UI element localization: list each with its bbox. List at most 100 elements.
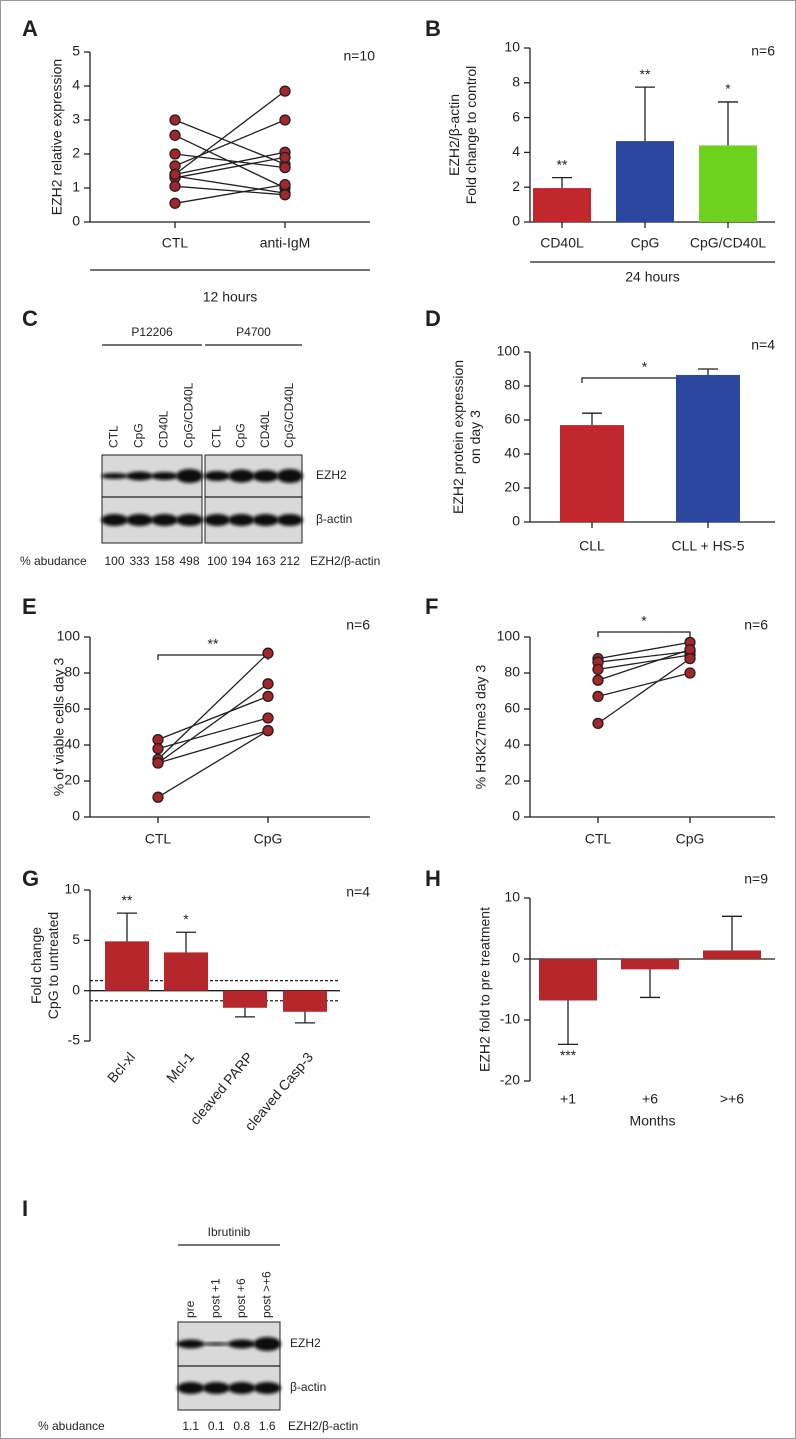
y-tick-label: 40 — [504, 736, 520, 752]
group-label: 24 hours — [625, 269, 679, 285]
lane-label: CpG/CD40L — [182, 382, 196, 448]
pair-line — [174, 153, 286, 169]
ezh2-band — [228, 469, 255, 483]
ezh2-band — [204, 471, 231, 481]
lane-label: CpG/CD40L — [282, 382, 296, 448]
pair-line — [157, 729, 269, 764]
panel-label: C — [22, 306, 38, 331]
y-tick-label: 2 — [72, 145, 80, 161]
x-tick-label: CTL — [162, 235, 189, 251]
y-tick-label: -5 — [68, 1032, 81, 1048]
band-label: β-actin — [316, 512, 352, 526]
lane-label: CTL — [107, 425, 121, 448]
actin-band — [276, 514, 303, 526]
x-tick-label: CpG — [254, 831, 283, 847]
ezh2-band — [276, 469, 303, 483]
y-tick-label: 40 — [504, 445, 520, 461]
y-axis-label: EZH2 fold to pre treatment — [477, 907, 493, 1072]
significance: * — [725, 81, 731, 97]
sample-size: n=6 — [744, 617, 768, 633]
pair-line — [174, 90, 286, 175]
y-tick-label: 0 — [512, 213, 520, 229]
pair-line — [157, 695, 269, 741]
y-tick-label: -20 — [500, 1072, 520, 1088]
point — [684, 667, 696, 679]
y-tick-label: 20 — [504, 479, 520, 495]
panel-label: F — [425, 594, 438, 619]
abundance-value: 100 — [207, 554, 227, 568]
x-tick-label: CD40L — [540, 235, 584, 251]
y-tick-label: -10 — [500, 1011, 520, 1027]
bar — [560, 425, 624, 522]
y-tick-label: 40 — [64, 736, 80, 752]
bracket-label: * — [642, 359, 648, 375]
band-label: β-actin — [290, 1380, 326, 1394]
abundance-value: 498 — [179, 554, 199, 568]
significance: ** — [640, 66, 651, 82]
bracket-label: ** — [208, 636, 219, 652]
pair-line — [174, 185, 286, 196]
pair-line — [157, 652, 269, 760]
abundance-value: 1.1 — [182, 1419, 199, 1433]
abundance-value: 0.8 — [233, 1419, 250, 1433]
y-tick-label: 100 — [57, 628, 81, 644]
ezh2-band — [252, 470, 279, 482]
point — [279, 114, 291, 126]
x-tick-label: CpG — [631, 235, 660, 251]
y-axis-label: Fold change to control — [463, 66, 479, 205]
y-tick-label: 10 — [504, 889, 520, 905]
pair-line — [174, 183, 286, 204]
point — [279, 151, 291, 164]
point — [592, 663, 604, 676]
lane-label: CpG — [132, 423, 146, 448]
y-tick-label: 10 — [64, 881, 80, 897]
pair-line — [174, 175, 286, 194]
panel-label: E — [22, 594, 37, 619]
pair-line — [174, 134, 286, 189]
y-tick-label: 5 — [72, 931, 80, 947]
panel-label: H — [425, 866, 441, 891]
sample-size: n=10 — [343, 48, 375, 64]
y-axis-label: on day 3 — [467, 410, 483, 464]
point — [279, 85, 291, 97]
y-axis-label: % of viable cells day 3 — [51, 658, 67, 797]
abundance-value: 0.1 — [208, 1419, 225, 1433]
y-axis-label: EZH2/β-actin — [446, 94, 462, 176]
y-tick-label: 2 — [512, 178, 520, 194]
y-axis-label: Fold change — [28, 927, 44, 1004]
actin-band — [253, 1382, 281, 1394]
sample-size: n=4 — [751, 337, 775, 353]
row-label: % abudance — [38, 1419, 105, 1433]
y-tick-label: 0 — [512, 950, 520, 966]
y-tick-label: 4 — [72, 77, 80, 93]
ezh2-band — [101, 473, 128, 479]
lane-label: post +1 — [208, 1278, 222, 1318]
bar — [621, 959, 679, 970]
point — [152, 742, 164, 755]
y-tick-label: 4 — [512, 143, 520, 159]
ezh2-band — [253, 1337, 281, 1351]
pair-line — [597, 658, 691, 724]
group-label: 12 hours — [203, 289, 257, 305]
pair-line — [597, 641, 691, 660]
sample-size: n=4 — [346, 884, 370, 900]
abundance-value: 333 — [129, 554, 149, 568]
y-tick-label: 0 — [512, 513, 520, 529]
panel-label: D — [425, 306, 441, 331]
abundance-value: 212 — [280, 554, 300, 568]
point — [592, 717, 604, 730]
y-tick-label: 100 — [497, 343, 521, 359]
y-tick-label: 100 — [497, 628, 521, 644]
y-axis-label: CpG to untreated — [45, 912, 61, 1019]
actin-band — [176, 514, 203, 526]
lane-label: CD40L — [157, 410, 171, 448]
y-tick-label: 0 — [72, 213, 80, 229]
y-tick-label: 0 — [512, 808, 520, 824]
bracket — [597, 631, 691, 637]
sample-size: n=6 — [751, 43, 775, 59]
point — [262, 724, 274, 737]
ratio-label: EZH2/β-actin — [310, 554, 380, 568]
point — [279, 178, 291, 191]
sample-size: n=6 — [346, 617, 370, 633]
x-tick-label: CTL — [145, 831, 172, 847]
